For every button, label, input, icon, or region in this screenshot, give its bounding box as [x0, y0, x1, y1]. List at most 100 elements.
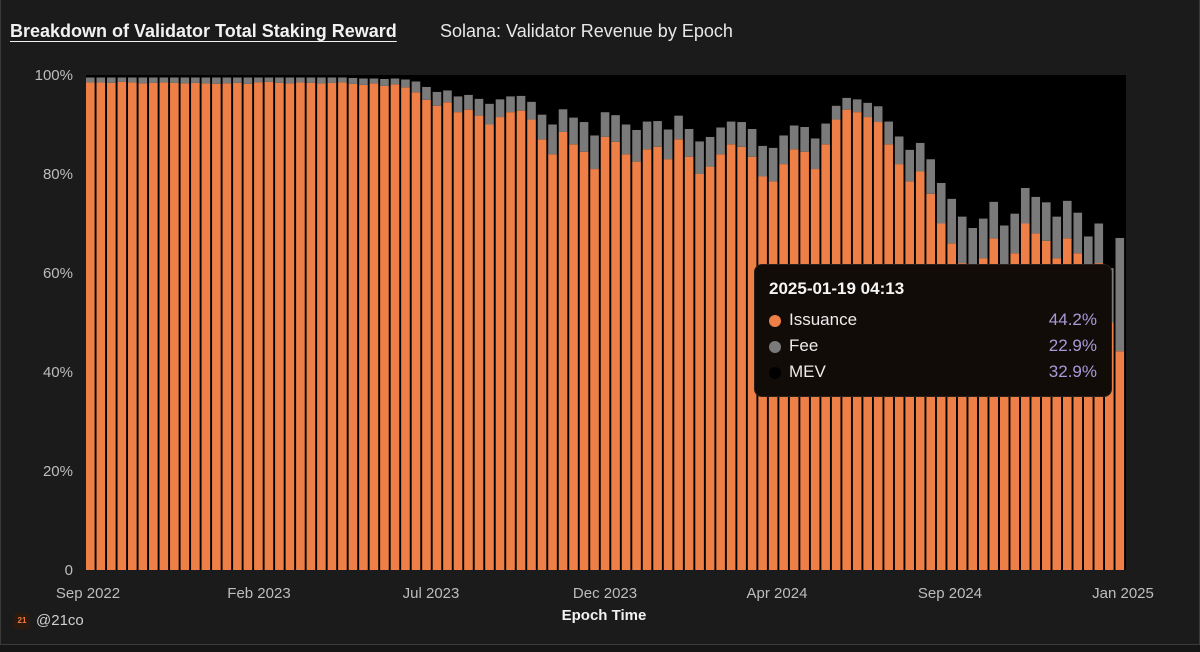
bar-fee	[968, 227, 978, 271]
bar-fee	[1062, 200, 1072, 239]
bar-fee	[1031, 196, 1041, 234]
bar-mev	[1041, 75, 1051, 203]
bar-mev	[191, 75, 200, 78]
bar-issuance	[254, 82, 263, 571]
bar-fee	[674, 115, 683, 140]
bar-issuance	[432, 105, 442, 570]
tooltip-series-value: 32.9%	[1048, 362, 1097, 381]
x-tick-label: Dec 2023	[573, 585, 637, 602]
bar-issuance	[359, 84, 368, 571]
bar-mev	[758, 75, 767, 146]
bar-mev	[537, 75, 547, 115]
bar-mev	[737, 75, 746, 123]
bar-issuance	[348, 83, 358, 570]
bar-fee	[411, 81, 421, 93]
bar-fee	[233, 77, 242, 83]
bar-fee	[999, 225, 1009, 269]
bar-issuance	[201, 83, 211, 571]
bar-mev	[128, 75, 137, 78]
bar-issuance	[86, 82, 95, 571]
bar-mev	[296, 75, 305, 78]
bar-issuance	[716, 154, 725, 570]
chart-tooltip: 2025-01-19 04:13 Issuance 44.2% Fee 22.9…	[754, 264, 1112, 397]
bar-mev	[873, 75, 883, 107]
y-tick-label: 20%	[43, 463, 73, 480]
bar-fee	[317, 77, 326, 84]
bar-mev	[947, 75, 957, 199]
bar-issuance	[443, 102, 452, 570]
bar-issuance	[674, 139, 683, 570]
bar-mev	[789, 75, 799, 126]
bar-issuance	[1115, 351, 1125, 570]
bar-issuance	[485, 124, 494, 570]
bar-mev	[642, 75, 652, 122]
bar-fee	[474, 98, 484, 116]
bar-fee	[810, 138, 820, 170]
bar-issuance	[1052, 258, 1062, 570]
bar-mev	[1020, 75, 1030, 188]
bar-mev	[474, 75, 484, 99]
bar-issuance	[579, 151, 589, 571]
bar-issuance	[222, 83, 232, 571]
bar-issuance	[747, 156, 757, 570]
bar-mev	[485, 75, 494, 104]
bar-mev	[201, 75, 211, 78]
bar-mev	[327, 75, 337, 78]
bar-fee	[842, 97, 851, 110]
bar-mev	[579, 75, 589, 123]
bar-fee	[684, 128, 694, 157]
bar-fee	[737, 122, 746, 147]
x-tick-label: Apr 2024	[747, 585, 808, 602]
bar-mev	[527, 75, 536, 102]
bar-issuance	[264, 81, 274, 571]
bar-mev	[653, 75, 662, 122]
chart-title-link[interactable]: Breakdown of Validator Total Staking Rew…	[10, 21, 397, 41]
bar-fee	[957, 216, 967, 264]
bar-fee	[201, 77, 211, 84]
bar-mev	[495, 75, 505, 100]
bar-issuance	[107, 82, 116, 571]
bar-fee	[170, 77, 179, 83]
bar-mev	[159, 75, 169, 78]
bar-issuance	[380, 85, 389, 570]
bar-issuance	[495, 117, 505, 570]
bar-mev	[516, 75, 526, 96]
bar-fee	[275, 77, 284, 83]
bar-issuance	[1041, 240, 1051, 570]
bar-issuance	[212, 83, 221, 570]
x-tick-label: Sep 2024	[918, 585, 982, 602]
fee-dot-icon	[769, 341, 781, 353]
bar-issuance	[684, 156, 694, 570]
bar-mev	[674, 75, 683, 116]
bar-fee	[149, 77, 158, 83]
bar-fee	[831, 105, 841, 120]
bar-mev	[264, 75, 274, 78]
bar-mev	[443, 75, 452, 91]
bar-fee	[117, 77, 127, 82]
bar-issuance	[663, 159, 673, 570]
bar-issuance	[327, 82, 337, 571]
bar-mev	[716, 75, 725, 128]
bar-mev	[831, 75, 841, 106]
bar-fee	[789, 125, 799, 150]
bar-fee	[726, 121, 736, 145]
bar-mev	[149, 75, 158, 78]
bar-issuance	[411, 92, 421, 570]
bar-issuance	[600, 136, 610, 571]
bar-mev	[275, 75, 284, 78]
bar-mev	[632, 75, 641, 130]
bar-mev	[863, 75, 872, 103]
y-tick-label: 60%	[43, 265, 73, 282]
bar-issuance	[999, 268, 1009, 570]
bar-fee	[632, 129, 641, 162]
bar-fee	[306, 77, 316, 83]
bar-mev	[243, 75, 253, 78]
x-tick-label: Sep 2022	[56, 585, 120, 602]
bar-issuance	[159, 82, 169, 571]
bar-mev	[1031, 75, 1041, 197]
bar-fee	[327, 77, 337, 83]
bar-mev	[453, 75, 463, 97]
mev-dot-icon	[769, 367, 781, 379]
bar-issuance	[632, 161, 641, 571]
bar-mev	[779, 75, 788, 136]
